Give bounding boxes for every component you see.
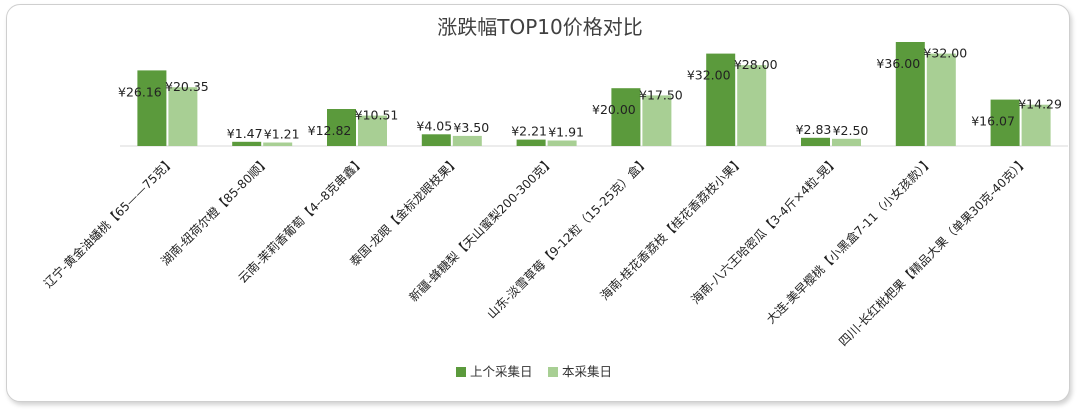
- bar-current: [1021, 104, 1051, 146]
- category-group: ¥2.21 ¥1.91 新疆-蜂糖梨【天山蜜梨200-300克】: [406, 124, 584, 305]
- bar-previous: [327, 109, 356, 146]
- data-label: ¥2.21: [511, 124, 547, 139]
- bar-previous: [421, 134, 451, 146]
- data-label: ¥1.21: [264, 127, 300, 142]
- legend-label: 本采集日: [562, 364, 612, 379]
- category-label: 新疆-蜂糖梨【天山蜜梨200-300克】: [406, 154, 557, 305]
- category-group: ¥2.83 ¥2.50 海南-八六王哈密瓜【3-4斤×4粒-晃】: [688, 122, 869, 307]
- data-label: ¥1.91: [548, 125, 584, 140]
- chart-frame: [6, 4, 1070, 402]
- bar-current: [832, 138, 861, 146]
- bar-current: [452, 135, 482, 146]
- data-label: ¥3.50: [453, 120, 489, 135]
- legend: 上个采集日 本采集日: [456, 364, 612, 379]
- data-label: ¥32.00: [923, 46, 967, 61]
- legend-item: 本采集日: [548, 364, 612, 379]
- category-label: 大连-美早樱桃【小黑盒7-11（小女孩款）】: [763, 154, 936, 327]
- data-label: ¥20.35: [165, 79, 209, 94]
- data-label: ¥12.82: [308, 123, 352, 138]
- bar-current: [737, 65, 767, 146]
- category-label: 海南-八六王哈密瓜【3-4斤×4粒-晃】: [688, 154, 841, 307]
- bar-previous: [706, 53, 736, 146]
- bar-previous: [801, 137, 830, 146]
- data-label: ¥20.00: [592, 102, 636, 117]
- bar-current: [263, 142, 293, 146]
- bar-previous: [611, 88, 641, 146]
- data-label: ¥14.29: [1018, 97, 1062, 112]
- chart-title: 涨跌幅TOP10价格对比: [437, 15, 642, 39]
- bar-current: [926, 53, 956, 146]
- plot-area: ¥26.16 ¥20.35 辽宁-黄金油蟠桃【65——75克】 ¥1.47 ¥1.21 湖…: [40, 42, 1068, 349]
- data-label: ¥17.50: [639, 87, 683, 102]
- data-label: ¥2.50: [833, 123, 869, 138]
- data-label: ¥2.83: [796, 122, 832, 137]
- legend-label: 上个采集日: [470, 364, 533, 379]
- category-label: 湖南-纽荷尔橙【85-80顺】: [158, 154, 273, 269]
- bar-current: [168, 87, 198, 146]
- category-group: ¥36.00¥32.00 大连-美早樱桃【小黑盒7-11（小女孩款）】: [763, 42, 967, 326]
- category-label: 四川-长红枇杷果【精品大果（单果30克-40克）】: [835, 154, 1030, 349]
- bar-previous: [895, 42, 925, 146]
- data-label: ¥10.51: [355, 108, 399, 123]
- bar-previous: [137, 70, 167, 146]
- data-label: ¥16.07: [971, 114, 1015, 129]
- data-label: ¥36.00: [876, 56, 920, 71]
- bar-previous: [232, 141, 262, 146]
- category-group: ¥26.16 ¥20.35 辽宁-黄金油蟠桃【65——75克】: [40, 70, 209, 291]
- bar-previous: [990, 99, 1020, 146]
- data-label: ¥1.47: [227, 126, 263, 141]
- data-label: ¥32.00: [687, 68, 731, 83]
- legend-item: 上个采集日: [456, 364, 533, 379]
- category-label: 辽宁-黄金油蟠桃【65——75克】: [40, 154, 177, 291]
- legend-swatch: [548, 367, 558, 377]
- bar-current: [358, 115, 387, 146]
- bar-current: [547, 140, 577, 146]
- data-label: ¥26.16: [118, 84, 162, 99]
- category-label: 泰国-龙眼【金标龙眼枝果】: [346, 154, 462, 270]
- bar-previous: [516, 139, 546, 146]
- data-label: ¥28.00: [734, 57, 778, 72]
- legend-swatch: [456, 367, 466, 377]
- data-label: ¥4.05: [416, 118, 452, 133]
- category-label: 山东-淡雪草莓【9-12粒（15-25克）盒】: [484, 154, 652, 322]
- bar-current: [642, 95, 672, 146]
